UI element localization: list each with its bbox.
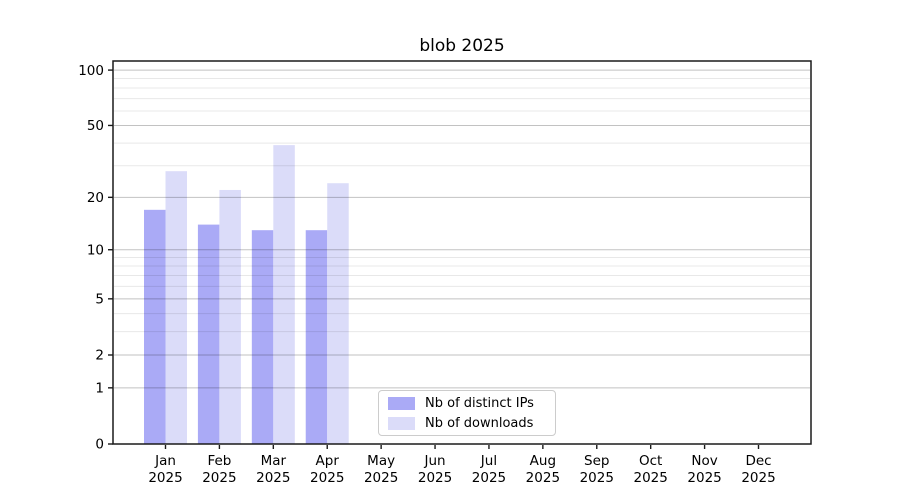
- y-tick-label: 2: [95, 348, 104, 364]
- y-tick-label: 1: [95, 381, 104, 397]
- x-tick-label: Mar 2025: [256, 453, 290, 486]
- x-tick-label: Sep 2025: [580, 453, 614, 486]
- bar-distinct-ips-jan: [144, 209, 166, 444]
- bar-downloads-mar: [273, 145, 295, 445]
- bar-downloads-apr: [327, 183, 349, 444]
- axes-spines: [112, 60, 812, 445]
- y-tick-label: 5: [95, 292, 104, 308]
- x-tick-label: Jul 2025: [472, 453, 506, 486]
- legend-swatch-distinct-ips: [388, 396, 415, 410]
- x-tick-label: Oct 2025: [634, 453, 668, 486]
- y-tick-label: 100: [78, 63, 104, 79]
- legend-item-distinct-ips: Nb of distinct IPs: [388, 396, 555, 411]
- x-tick-label: Jan 2025: [148, 453, 182, 486]
- bar-distinct-ips-feb: [197, 224, 220, 444]
- legend-swatch-downloads: [388, 416, 415, 430]
- x-tick-label: Jun 2025: [418, 453, 452, 486]
- x-tick-label: Dec 2025: [741, 453, 775, 486]
- x-tick-label: Apr 2025: [310, 453, 344, 486]
- y-tick-label: 0: [95, 437, 104, 453]
- legend: Nb of distinct IPs Nb of downloads: [378, 390, 556, 436]
- bar-downloads-jan: [165, 171, 187, 444]
- legend-label-distinct-ips: Nb of distinct IPs: [425, 395, 534, 411]
- chart-title: blob 2025: [419, 36, 505, 56]
- x-tick-label: May 2025: [364, 453, 398, 486]
- bar-distinct-ips-apr: [305, 230, 328, 444]
- y-tick-label: 50: [87, 118, 104, 134]
- legend-label-downloads: Nb of downloads: [425, 415, 534, 431]
- y-tick-label: 20: [87, 190, 104, 206]
- x-tick-label: Feb 2025: [202, 453, 236, 486]
- x-tick-label: Nov 2025: [687, 453, 721, 486]
- y-tick-label: 10: [87, 242, 104, 258]
- x-tick-label: Aug 2025: [526, 453, 560, 486]
- bar-distinct-ips-mar: [251, 230, 274, 444]
- bar-downloads-feb: [219, 189, 241, 444]
- legend-item-downloads: Nb of downloads: [388, 416, 555, 431]
